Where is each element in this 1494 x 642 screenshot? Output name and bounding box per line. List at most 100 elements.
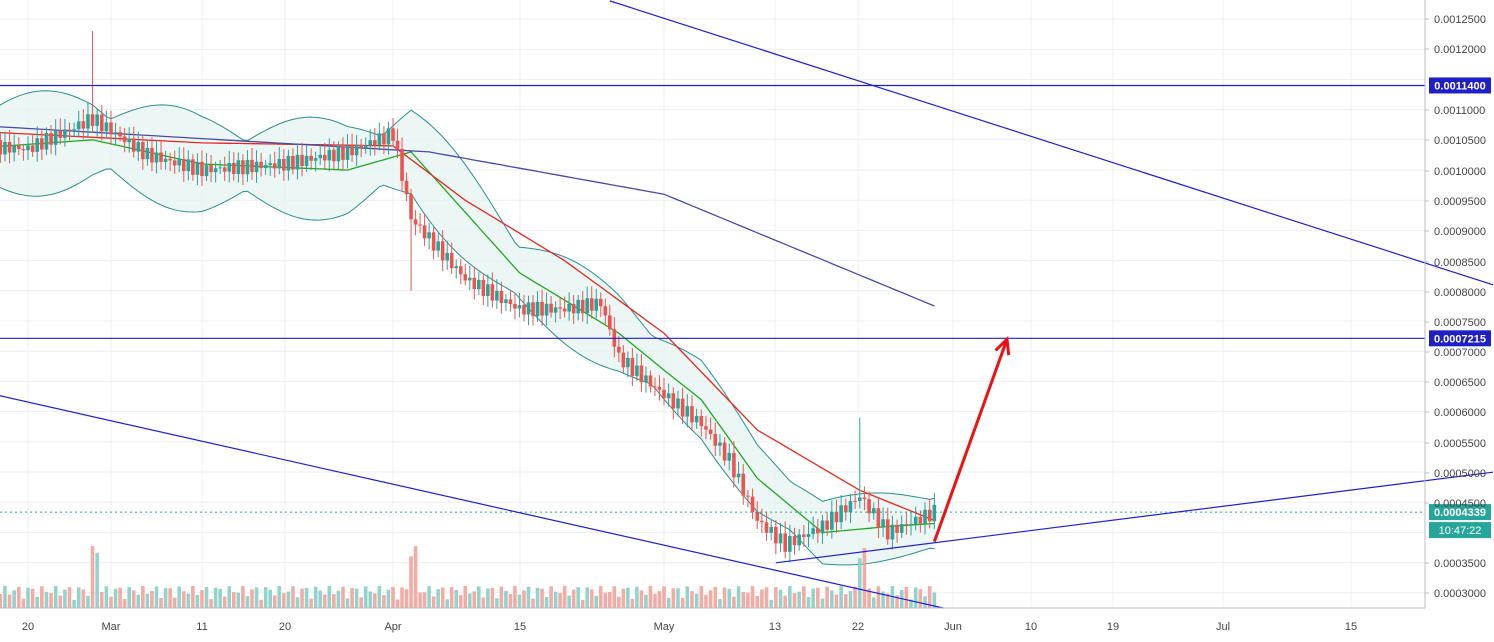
candle-body[interactable] [368,140,373,146]
candle-body[interactable] [750,496,755,513]
candle-body[interactable] [245,159,250,175]
candle-body[interactable] [345,145,350,160]
candle-body[interactable] [463,274,468,281]
candle-body[interactable] [313,158,318,161]
candle-body[interactable] [227,163,232,172]
candle-body[interactable] [617,346,621,353]
candle-body[interactable] [12,145,16,153]
candle-body[interactable] [272,163,277,169]
candle-body[interactable] [449,252,454,269]
candle-body[interactable] [386,128,391,145]
trendline[interactable] [609,0,1494,286]
candle-body[interactable] [825,520,829,530]
candle-body[interactable] [736,473,741,478]
candle-body[interactable] [440,241,445,261]
candle-body[interactable] [341,146,345,160]
candle-body[interactable] [853,500,857,502]
candle-body[interactable] [699,416,704,427]
candle-body[interactable] [704,426,708,430]
candle-body[interactable] [99,114,104,132]
candle-body[interactable] [30,145,35,152]
candle-body[interactable] [895,524,899,533]
projection-arrow[interactable] [932,335,1011,543]
candle-body[interactable] [495,290,499,301]
candle-body[interactable] [3,141,7,155]
candle-body[interactable] [332,149,336,162]
candle-body[interactable] [263,165,268,169]
candle-body[interactable] [26,145,30,151]
trendline[interactable] [0,388,944,609]
candle-body[interactable] [309,155,313,161]
candle-body[interactable] [195,161,200,175]
candle-body[interactable] [626,357,630,368]
candle-body[interactable] [630,357,635,376]
candle-body[interactable] [499,290,504,303]
candle-body[interactable] [713,434,718,446]
candle-body[interactable] [150,147,154,163]
candle-body[interactable] [81,121,86,129]
candle-body[interactable] [867,499,871,514]
candle-body[interactable] [806,534,811,537]
candle-body[interactable] [535,301,540,317]
candle-body[interactable] [350,145,354,156]
candle-body[interactable] [122,136,127,143]
candle-body[interactable] [145,147,150,160]
candle-body[interactable] [377,133,382,146]
candle-body[interactable] [431,232,436,251]
candle-body[interactable] [72,129,76,131]
candle-body[interactable] [589,298,594,311]
candle-body[interactable] [783,533,787,552]
candle-body[interactable] [746,495,750,497]
candle-body[interactable] [236,160,241,175]
candle-body[interactable] [778,533,783,544]
candle-body[interactable] [373,140,377,146]
candle-body[interactable] [458,266,463,275]
arrow-shaft[interactable] [932,338,1009,543]
candle-body[interactable] [395,140,400,149]
candle-body[interactable] [336,146,341,162]
candle-body[interactable] [218,167,222,169]
candle-body[interactable] [718,442,722,446]
candle-body[interactable] [454,266,459,269]
candle-body[interactable] [932,504,937,522]
candle-body[interactable] [409,194,413,220]
candle-body[interactable] [544,303,549,316]
candle-body[interactable] [802,534,806,537]
candle-body[interactable] [486,284,490,297]
candle-body[interactable] [413,219,418,225]
candle-body[interactable] [774,526,778,544]
candle-body[interactable] [53,130,58,145]
horizontal-levels[interactable]: 0.0011400 0.0007215 0.0004339 10:47:22 [0,77,1491,539]
candle-body[interactable] [904,524,909,526]
candle-body[interactable] [585,298,590,314]
candle-body[interactable] [163,158,168,162]
candle-body[interactable] [49,133,53,145]
candle-body[interactable] [277,158,282,169]
candle-body[interactable] [109,122,113,135]
candle-body[interactable] [621,352,626,368]
candle-body[interactable] [295,154,300,170]
candle-body[interactable] [113,132,118,135]
candle-body[interactable] [422,225,427,239]
candle-body[interactable] [304,155,309,167]
candle-body[interactable] [322,154,327,161]
candle-body[interactable] [666,393,671,399]
candle-body[interactable] [282,158,286,171]
candle-body[interactable] [549,303,553,313]
candle-body[interactable] [839,505,843,523]
candle-body[interactable] [481,279,486,297]
candle-body[interactable] [44,133,49,150]
candle-body[interactable] [213,168,218,173]
candle-body[interactable] [540,301,544,316]
candlesticks[interactable] [0,31,937,563]
candle-body[interactable] [35,138,40,152]
candle-body[interactable] [657,386,662,390]
candle-body[interactable] [95,114,99,126]
candle-body[interactable] [769,526,774,533]
candle-body[interactable] [300,154,304,167]
candle-body[interactable] [168,158,172,161]
candle-body[interactable] [177,159,182,166]
candle-body[interactable] [899,524,904,533]
